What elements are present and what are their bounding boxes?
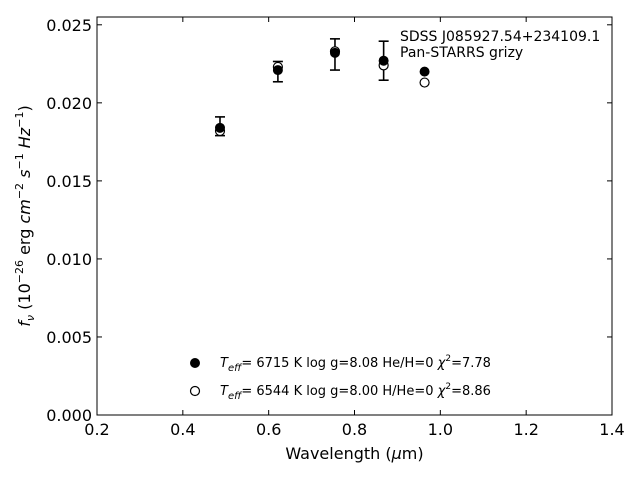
data-point-open bbox=[419, 77, 430, 88]
x-tick-label: 0.8 bbox=[342, 420, 367, 439]
y-tick-label: 0.010 bbox=[46, 250, 92, 269]
legend-label-filled: Teff= 6715 K log g=8.08 He/H=0 χ2=7.78 bbox=[220, 354, 491, 374]
axis-ticks: 0.2 0.4 0.6 0.8 1.0 1.2 1.4 0.000 0.005 0.010 0.01… bbox=[46, 16, 625, 439]
annotation-object: SDSS J085927.54+234109.1 bbox=[400, 29, 600, 45]
data-point-filled bbox=[378, 55, 389, 66]
y-tick-label: 0.020 bbox=[46, 94, 92, 113]
y-tick-label: 0.005 bbox=[46, 328, 92, 347]
x-tick-label: 1.4 bbox=[599, 420, 624, 439]
annotation-survey: Pan-STARRS grizy bbox=[400, 45, 523, 61]
data-point-filled bbox=[214, 122, 225, 133]
data-point-filled bbox=[329, 47, 340, 58]
legend-marker-filled bbox=[190, 358, 200, 368]
error-bars bbox=[214, 38, 389, 137]
data-point-filled bbox=[272, 65, 283, 76]
x-tick-label: 0.2 bbox=[84, 420, 109, 439]
x-tick-label: 1.0 bbox=[428, 420, 453, 439]
x-tick-label: 0.4 bbox=[170, 420, 195, 439]
data-points bbox=[214, 46, 430, 137]
y-tick-label: 0.000 bbox=[46, 406, 92, 425]
y-axis-label: fν (10−26 erg cm−2 s−1 Hz−1) bbox=[13, 105, 37, 326]
y-tick-label: 0.015 bbox=[46, 172, 92, 191]
y-tick-label: 0.025 bbox=[46, 16, 92, 35]
x-axis-label: Wavelength (μm) bbox=[285, 444, 423, 463]
legend: Teff= 6715 K log g=8.08 He/H=0 χ2=7.78 T… bbox=[189, 354, 491, 402]
legend-marker-open bbox=[189, 385, 201, 397]
data-point-filled bbox=[419, 66, 430, 77]
legend-label-open: Teff= 6544 K log g=8.00 H/He=0 χ2=8.86 bbox=[220, 382, 491, 402]
x-tick-label: 0.6 bbox=[256, 420, 281, 439]
x-tick-label: 1.2 bbox=[513, 420, 538, 439]
